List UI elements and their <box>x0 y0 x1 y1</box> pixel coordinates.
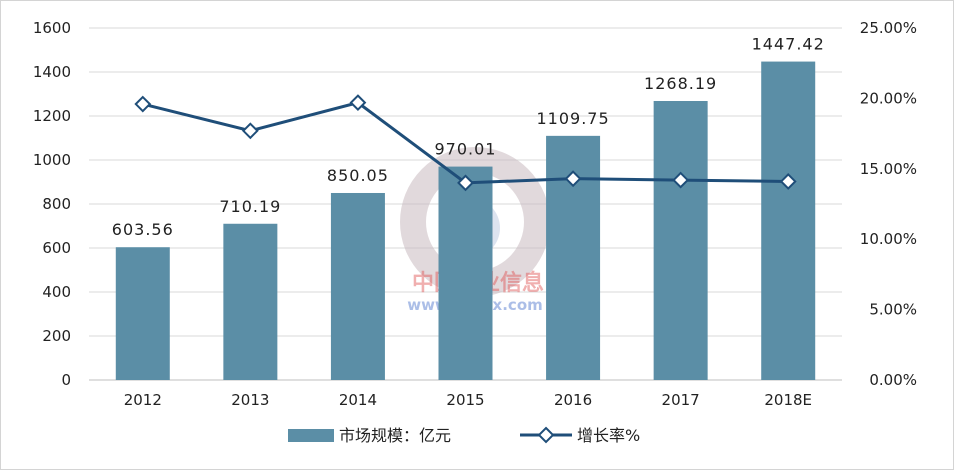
bar <box>761 61 816 381</box>
bar-value-label: 970.01 <box>435 140 497 159</box>
legend: 市场规模：亿元 增长率% <box>288 426 640 445</box>
left-tick-label: 1000 <box>33 151 71 169</box>
bar-value-label: 710.19 <box>219 197 281 216</box>
growth-rate-marker <box>672 171 690 189</box>
growth-rate-marker <box>349 94 367 112</box>
left-tick-label: 400 <box>42 283 71 301</box>
right-tick-label: 20.00% <box>860 89 917 107</box>
growth-rate-marker <box>241 122 259 140</box>
bar-value-label: 1447.42 <box>752 35 825 54</box>
bar <box>330 192 385 380</box>
left-tick-label: 0 <box>61 371 71 389</box>
x-tick-label: 2013 <box>231 391 269 409</box>
bar <box>653 100 708 380</box>
x-tick-label: 2012 <box>124 391 162 409</box>
left-axis: 0 200 400 600 800 1000 1200 1400 1600 <box>33 19 71 389</box>
right-tick-label: 5.00% <box>869 301 917 319</box>
bar-value-label: 603.56 <box>112 220 174 239</box>
right-tick-label: 0.00% <box>869 371 917 389</box>
growth-rate-marker <box>134 95 152 113</box>
x-tick-label: 2014 <box>339 391 377 409</box>
legend-line-label: 增长率% <box>577 426 640 445</box>
x-tick-label: 2016 <box>554 391 592 409</box>
bar <box>438 166 493 380</box>
bar-series <box>115 61 816 381</box>
bar <box>223 223 278 380</box>
right-axis: 0.00% 5.00% 10.00% 15.00% 20.00% 25.00% <box>860 19 917 389</box>
grid-lines <box>89 27 842 381</box>
left-tick-label: 600 <box>42 239 71 257</box>
left-tick-label: 1400 <box>33 63 71 81</box>
left-tick-label: 1200 <box>33 107 71 125</box>
left-tick-label: 200 <box>42 327 71 345</box>
growth-rate-marker <box>457 174 474 192</box>
legend-bar-label: 市场规模：亿元 <box>339 426 451 445</box>
data-labels: 603.56 710.19 850.05 970.01 1109.75 1268.19 14… <box>112 35 825 240</box>
line-series <box>134 94 797 192</box>
right-tick-label: 15.00% <box>860 160 917 178</box>
left-tick-label: 1600 <box>33 19 71 37</box>
x-tick-label: 2018E <box>764 391 812 409</box>
legend-line-marker <box>537 426 555 444</box>
left-tick-label: 800 <box>42 195 71 213</box>
x-tick-label: 2017 <box>662 391 700 409</box>
right-tick-label: 25.00% <box>860 19 917 37</box>
bar-value-label: 1109.75 <box>536 109 609 128</box>
bar <box>115 247 170 380</box>
growth-rate-marker <box>564 170 582 188</box>
growth-rate-marker <box>779 173 797 190</box>
x-tick-label: 2015 <box>446 391 484 409</box>
x-axis: 2012 2013 2014 2015 2016 2017 2018E <box>124 391 812 409</box>
legend-bar-swatch <box>288 429 334 442</box>
right-tick-label: 10.00% <box>860 230 917 248</box>
bar-value-label: 1268.19 <box>644 74 717 93</box>
bar-value-label: 850.05 <box>327 166 389 185</box>
